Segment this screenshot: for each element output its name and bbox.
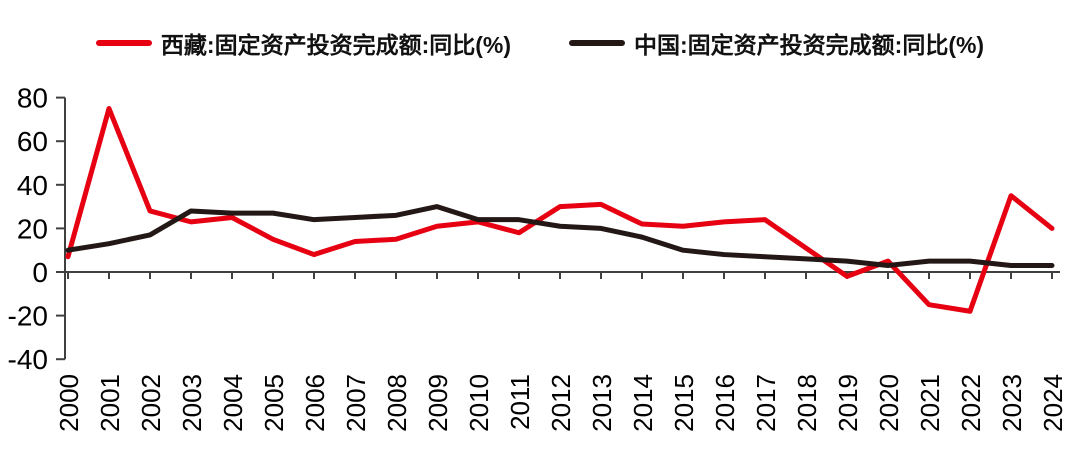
x-tick-label: 2016 [710, 374, 740, 432]
legend: 西藏:固定资产投资完成额:同比(%) 中国:固定资产投资完成额:同比(%) [0, 26, 1080, 60]
y-tick-label: -20 [8, 301, 48, 332]
x-tick-label: 2013 [587, 374, 617, 432]
x-tick-label: 2006 [300, 374, 330, 432]
y-tick-label: 60 [17, 126, 48, 157]
x-tick-label: 2015 [669, 374, 699, 432]
x-tick-label: 2009 [423, 374, 453, 432]
x-tick-label: 2017 [751, 374, 781, 432]
tibet-series-line [65, 106, 1055, 314]
x-tick-label: 2011 [505, 374, 535, 430]
y-tick-label: 0 [32, 257, 48, 288]
x-tick-label: 2007 [341, 374, 371, 432]
tibet-line-swatch [95, 40, 152, 46]
legend-label-tibet: 西藏:固定资产投资完成额:同比(%) [160, 32, 511, 58]
x-tick-label: 2005 [259, 374, 289, 432]
legend-item-tibet: 西藏:固定资产投资完成额:同比(%) [95, 26, 511, 60]
china-series-line [65, 204, 1055, 268]
x-tick-label: 2024 [1038, 374, 1068, 432]
x-tick-label: 2012 [546, 374, 576, 432]
legend-item-china: 中国:固定资产投资完成额:同比(%) [569, 26, 984, 60]
x-tick-label: 2001 [95, 374, 125, 432]
legend-label-china: 中国:固定资产投资完成额:同比(%) [634, 32, 985, 58]
x-tick-label: 2022 [956, 374, 986, 432]
y-tick-label: 40 [17, 170, 48, 201]
x-tick-label: 2019 [833, 374, 863, 432]
y-tick-label: 20 [17, 213, 48, 244]
x-tick-label: 2003 [177, 374, 207, 432]
x-tick-label: 2002 [136, 374, 166, 432]
x-tick-label: 2018 [792, 374, 822, 432]
china-line-swatch [569, 40, 625, 46]
x-tick-label: 2004 [218, 374, 248, 432]
y-tick-label: -40 [8, 344, 48, 375]
x-tick-label: 2008 [382, 374, 412, 432]
x-tick-label: 2020 [874, 374, 904, 432]
x-tick-label: 2010 [464, 374, 494, 432]
y-tick-label: 80 [17, 83, 48, 114]
x-tick-label: 2023 [997, 374, 1027, 432]
x-tick-label: 2000 [54, 374, 84, 432]
x-tick-label: 2021 [915, 374, 945, 432]
x-tick-label: 2014 [628, 374, 658, 432]
